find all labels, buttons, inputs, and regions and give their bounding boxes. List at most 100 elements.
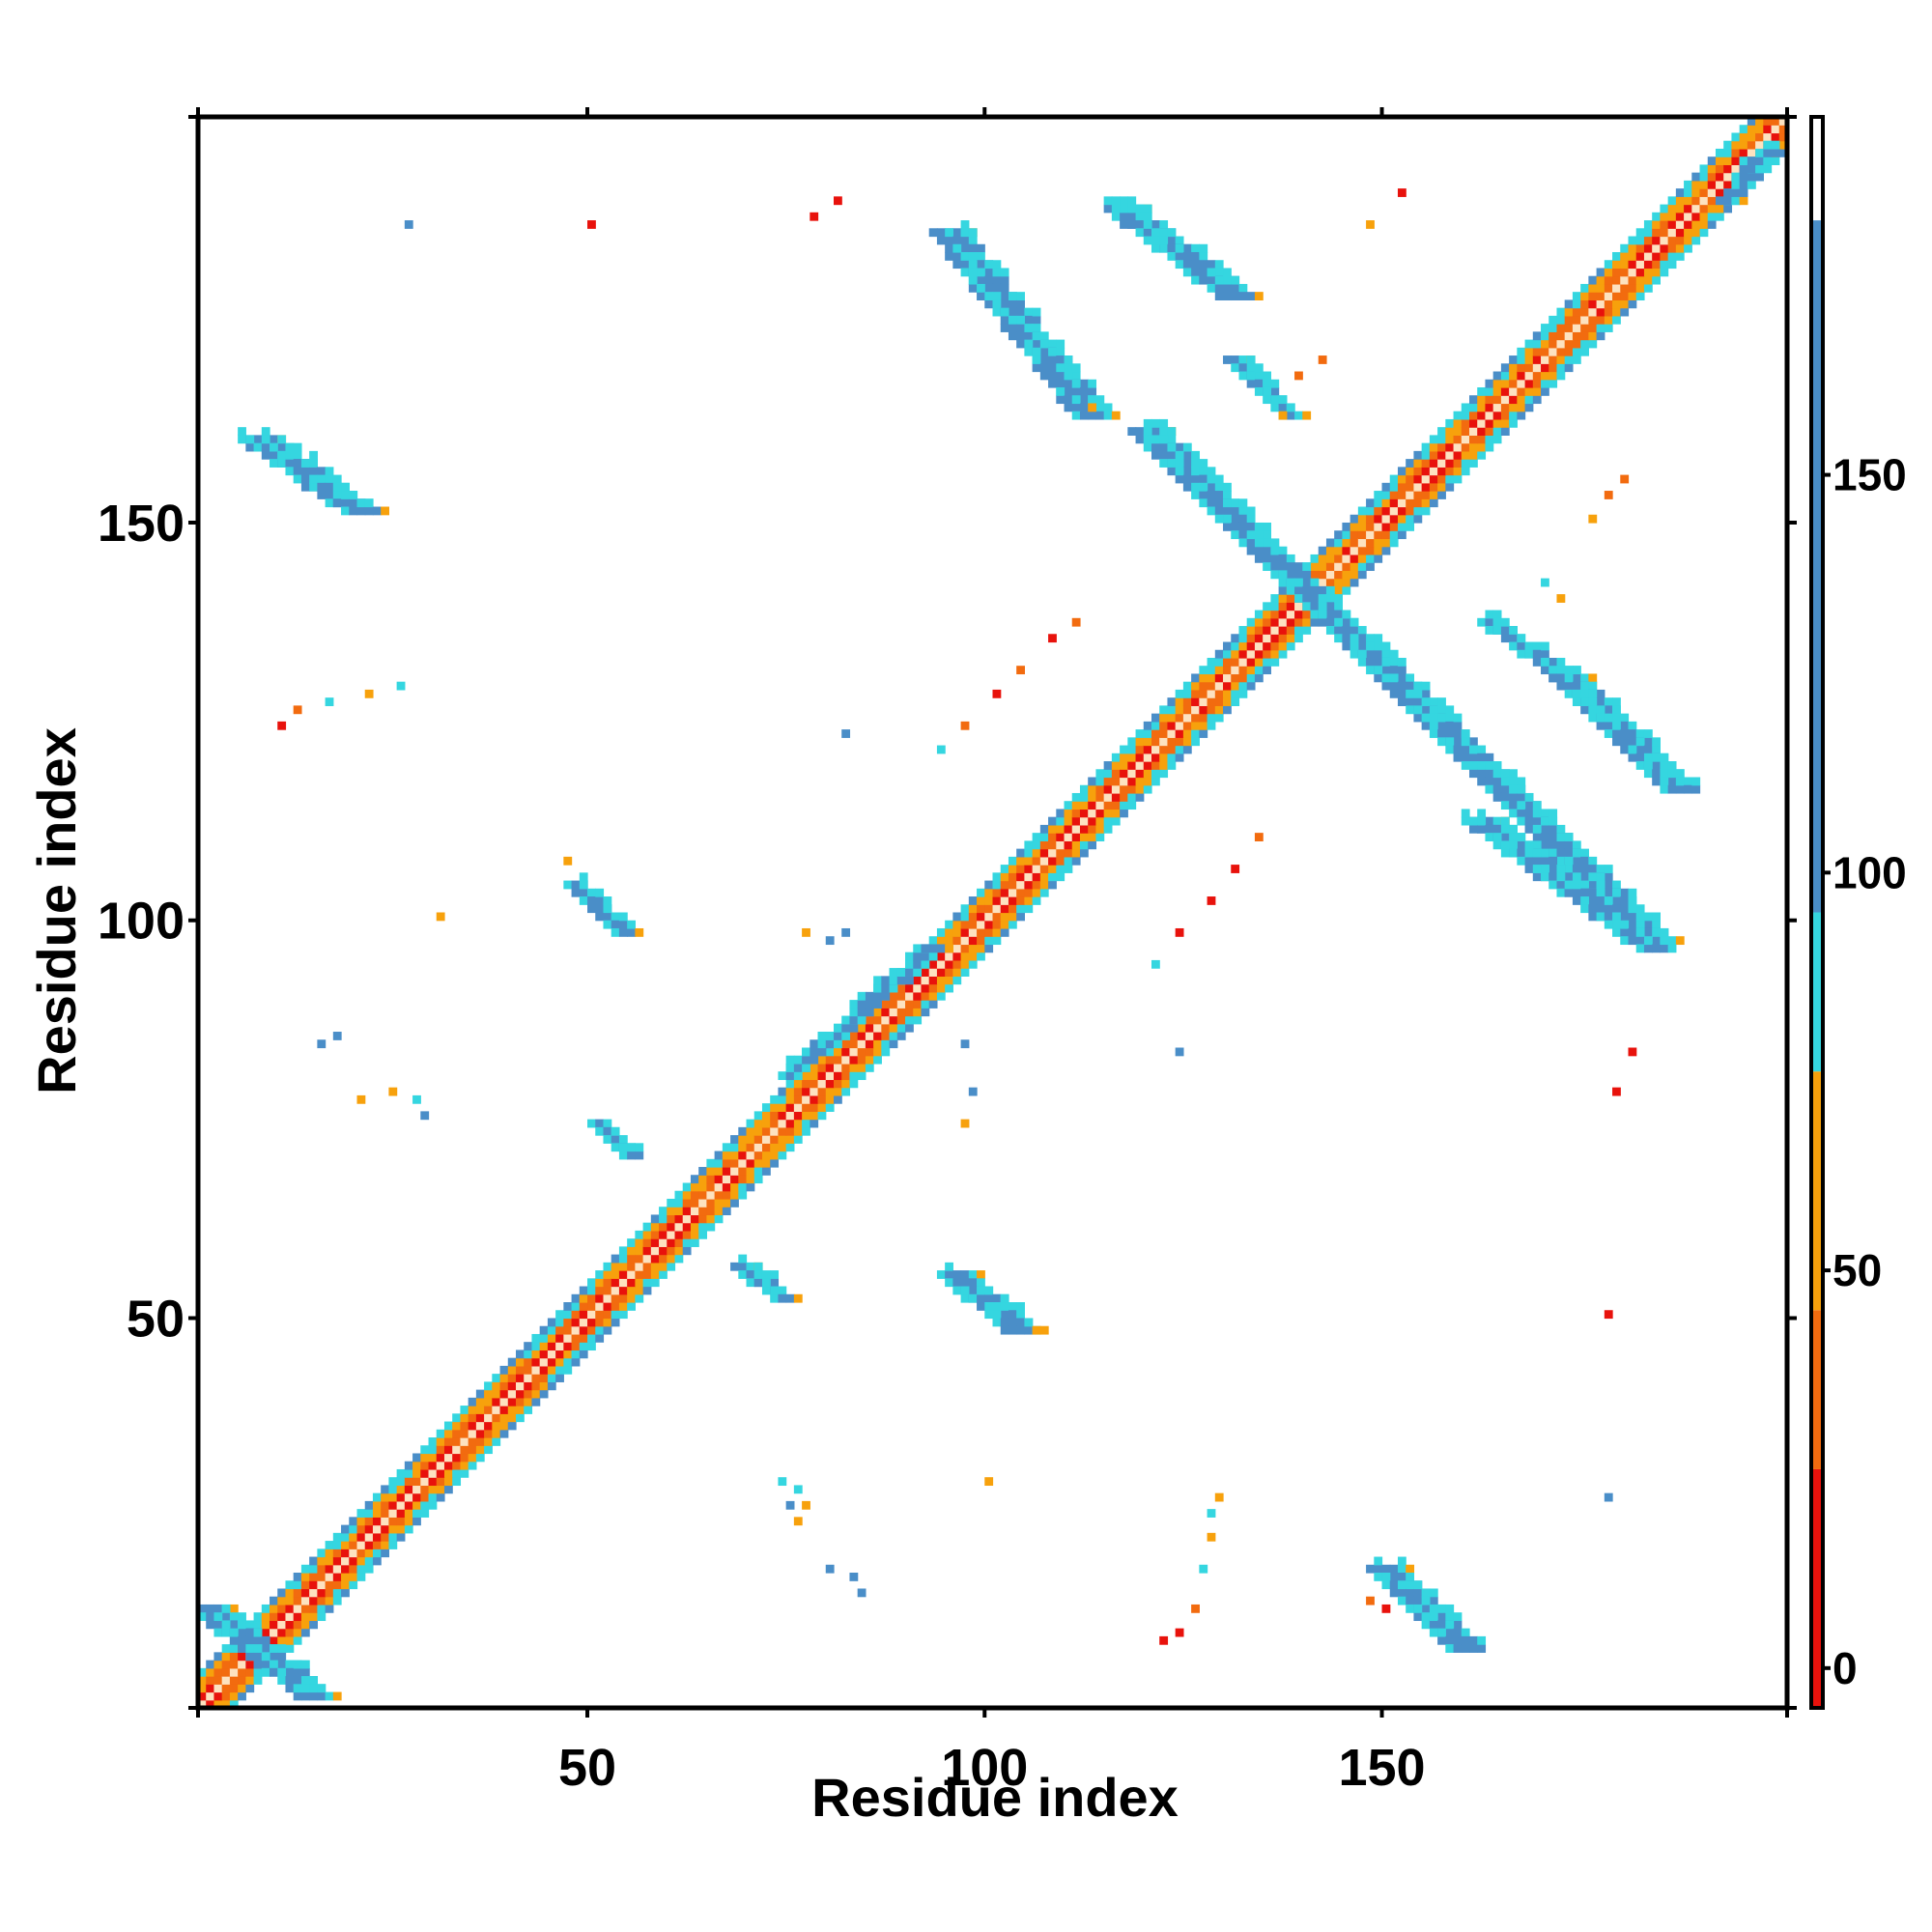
contact-cell: [618, 1143, 628, 1152]
diagonal-cell: [1755, 132, 1764, 142]
diagonal-cell: [817, 1055, 827, 1065]
contact-cell: [984, 299, 994, 309]
contact-cell: [1564, 833, 1574, 841]
diagonal-cell: [714, 1198, 724, 1208]
diagonal-cell: [356, 1564, 366, 1574]
diagonal-cell: [770, 1103, 780, 1112]
contact-cell: [857, 1015, 867, 1025]
diagonal-cell: [356, 1532, 366, 1542]
contact-cell: [1413, 1604, 1423, 1613]
contact-cell: [1350, 626, 1359, 635]
contact-cell: [1207, 1532, 1216, 1542]
contact-cell: [1485, 784, 1494, 794]
diagonal-cell: [1064, 848, 1073, 858]
contact-cell: [936, 745, 946, 754]
diagonal-cell: [1660, 204, 1669, 213]
diagonal-cell: [1477, 442, 1487, 452]
diagonal-cell: [499, 1413, 509, 1423]
contact-cell: [1310, 594, 1320, 603]
diagonal-cell: [1120, 809, 1128, 818]
diagonal-cell: [507, 1374, 517, 1382]
contact-cell: [1500, 634, 1510, 643]
contact-cell: [1175, 236, 1184, 245]
diagonal-cell: [881, 1032, 891, 1040]
diagonal-cell: [1286, 610, 1295, 619]
diagonal-cell: [1175, 721, 1184, 730]
diagonal-cell: [1325, 562, 1335, 571]
diagonal-cell: [674, 1190, 684, 1200]
diagonal-cell: [1477, 395, 1487, 405]
contact-cell: [356, 498, 366, 508]
diagonal-cell: [412, 1468, 421, 1478]
diagonal-cell: [1231, 657, 1240, 667]
contact-cell: [1667, 777, 1677, 786]
diagonal-cell: [952, 912, 962, 922]
diagonal-cell: [921, 976, 930, 985]
contact-cell: [1223, 506, 1232, 516]
diagonal-cell: [642, 1238, 652, 1247]
diagonal-cell: [1453, 467, 1463, 476]
contact-cell: [1532, 816, 1542, 826]
diagonal-cell: [1755, 117, 1764, 126]
diagonal-cell: [396, 1485, 406, 1494]
diagonal-cell: [1095, 769, 1105, 779]
diagonal-cell: [475, 1453, 485, 1463]
diagonal-cell: [738, 1151, 748, 1160]
diagonal-cell: [802, 1079, 810, 1089]
diagonal-cell: [1111, 769, 1121, 779]
contact-cell: [881, 983, 891, 993]
contact-cell: [1612, 737, 1621, 747]
diagonal-cell: [618, 1254, 628, 1264]
contact-cell: [1246, 292, 1256, 301]
diagonal-cell: [356, 1517, 366, 1526]
diagonal-cell: [206, 1676, 215, 1685]
diagonal-cell: [1389, 498, 1399, 508]
contact-cell: [1517, 801, 1526, 810]
diagonal-cell: [611, 1302, 620, 1311]
diagonal-cell: [1532, 339, 1542, 349]
contact-cell: [945, 1278, 953, 1288]
contact-cell: [977, 260, 985, 270]
diagonal-cell: [1548, 339, 1558, 349]
diagonal-cell: [841, 1071, 851, 1081]
contact-cell: [825, 1032, 835, 1040]
diagonal-cell: [1199, 666, 1208, 675]
contact-cell: [1541, 657, 1549, 667]
diagonal-cell: [674, 1207, 684, 1216]
contact-cell: [1214, 268, 1224, 277]
contact-cell: [1182, 474, 1192, 484]
diagonal-cell: [1366, 498, 1375, 508]
diagonal-cell: [539, 1365, 549, 1375]
contact-cell: [1675, 769, 1685, 779]
diagonal-cell: [730, 1182, 739, 1192]
diagonal-cell: [1175, 697, 1184, 706]
diagonal-cell: [1350, 530, 1359, 540]
contact-cell: [785, 1063, 795, 1072]
diagonal-cell: [1564, 307, 1574, 317]
contact-cell: [1509, 833, 1518, 841]
diagonal-cell: [341, 1573, 350, 1581]
diagonal-cell: [1214, 649, 1224, 659]
contact-cell: [1350, 634, 1359, 643]
contact-cell: [1524, 824, 1534, 834]
contact-cell: [968, 268, 978, 277]
diagonal-cell: [452, 1437, 462, 1446]
contact-cell: [285, 1684, 295, 1693]
diagonal-cell: [1120, 792, 1128, 802]
diagonal-cell: [1699, 188, 1709, 197]
contact-cell: [1620, 888, 1630, 897]
diagonal-cell: [1667, 204, 1677, 213]
diagonal-cell: [611, 1262, 620, 1271]
diagonal-cell: [277, 1635, 287, 1645]
diagonal-cell: [1016, 872, 1025, 882]
contact-cell: [1056, 339, 1065, 349]
contact-cell: [1461, 745, 1470, 754]
contact-cell: [968, 1278, 978, 1288]
contact-cell: [1620, 729, 1630, 738]
diagonal-cell: [1564, 363, 1574, 373]
contact-cell: [1755, 164, 1764, 174]
diagonal-cell: [1517, 371, 1526, 381]
diagonal-cell: [1191, 673, 1200, 683]
diagonal-cell: [1461, 427, 1470, 436]
contact-cell: [1238, 283, 1248, 293]
